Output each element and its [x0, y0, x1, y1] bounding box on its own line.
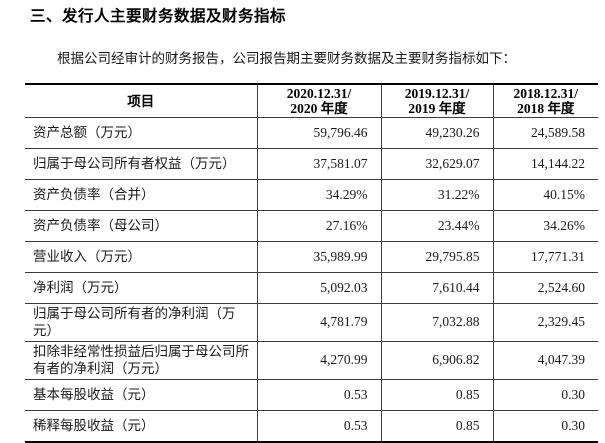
row-value: 37,581.07	[256, 148, 382, 181]
header-row: 项目 2020.12.31/ 2020 年度 2019.12.31/ 2019 …	[25, 83, 598, 119]
row-label: 扣除非经常性损益后归属于母公司所有者的净利润（万元）	[25, 341, 258, 381]
row-value: 27.16%	[256, 210, 382, 243]
period-date-line: 2019.12.31/	[404, 86, 470, 101]
col-header-2018: 2018.12.31/ 2018 年度	[492, 83, 598, 119]
row-label: 资产负债率（母公司）	[25, 210, 258, 243]
row-value: 23.44%	[380, 210, 494, 243]
period-year-line: 2019 年度	[408, 101, 466, 117]
row-label: 营业收入（万元）	[25, 241, 258, 274]
row-value: 49,230.26	[380, 117, 494, 150]
row-value: 34.26%	[492, 210, 598, 243]
col-header-2020: 2020.12.31/ 2020 年度	[256, 83, 382, 119]
section-heading: 三、发行人主要财务数据及财务指标	[30, 7, 287, 25]
col-header-item: 项目	[25, 83, 258, 119]
row-value: 4,270.99	[256, 341, 382, 381]
row-label: 资产负债率（合并）	[25, 179, 258, 212]
row-value: 7,610.44	[380, 272, 494, 305]
row-label: 归属于母公司所有者权益（万元）	[25, 148, 258, 181]
row-value: 24,589.58	[492, 117, 598, 150]
row-label: 资产总额（万元）	[25, 117, 258, 150]
table-row: 资产负债率（母公司） 27.16% 23.44% 34.26%	[25, 210, 598, 243]
row-value: 0.85	[380, 379, 494, 412]
table-row: 资产负债率（合并） 34.29% 31.22% 40.15%	[25, 179, 598, 212]
period-date-line: 2018.12.31/	[513, 86, 578, 101]
row-value: 6,906.82	[380, 341, 494, 381]
table-row: 归属于母公司所有者的净利润（万元） 4,781.79 7,032.88 2,329.4…	[25, 303, 598, 343]
row-value: 14,144.22	[492, 148, 598, 181]
row-value: 34.29%	[256, 179, 382, 212]
row-label: 归属于母公司所有者的净利润（万元）	[25, 303, 258, 343]
row-value: 0.85	[380, 410, 494, 443]
row-value: 5,092.03	[256, 272, 382, 305]
document-page: 三、发行人主要财务数据及财务指标 根据公司经审计的财务报告，公司报告期主要财务数…	[0, 7, 605, 443]
table-row: 资产总额（万元） 59,796.46 49,230.26 24,589.58	[25, 117, 598, 150]
row-label: 稀释每股收益（元）	[25, 410, 258, 443]
col-header-2019: 2019.12.31/ 2019 年度	[380, 83, 494, 119]
row-value: 2,329.45	[492, 303, 598, 343]
row-label: 基本每股收益（元）	[25, 379, 258, 412]
table-row: 营业收入（万元） 35,989.99 29,795.85 17,771.31	[25, 241, 598, 274]
row-value: 7,032.88	[380, 303, 494, 343]
row-value: 0.53	[256, 379, 382, 412]
row-value: 4,047.39	[492, 341, 598, 381]
period-date-line: 2020.12.31/	[286, 86, 352, 101]
row-value: 29,795.85	[380, 241, 494, 274]
table-row: 稀释每股收益（元） 0.53 0.85 0.30	[25, 410, 598, 443]
row-value: 17,771.31	[492, 241, 598, 274]
row-value: 32,629.07	[380, 148, 494, 181]
table-row: 基本每股收益（元） 0.53 0.85 0.30	[25, 379, 598, 412]
row-value: 0.30	[492, 379, 598, 412]
table-row: 扣除非经常性损益后归属于母公司所有者的净利润（万元） 4,270.99 6,906.…	[25, 341, 598, 381]
row-label: 净利润（万元）	[25, 272, 258, 305]
row-value: 0.53	[256, 410, 382, 443]
row-value: 35,989.99	[256, 241, 382, 274]
period-year-line: 2020 年度	[290, 101, 348, 117]
row-value: 2,524.60	[492, 272, 598, 305]
table-row: 归属于母公司所有者权益（万元） 37,581.07 32,629.07 14,144.…	[25, 148, 598, 181]
table-body: 资产总额（万元） 59,796.46 49,230.26 24,589.58 归属于母公…	[25, 117, 598, 443]
row-value: 59,796.46	[256, 117, 382, 150]
row-value: 0.30	[492, 410, 598, 443]
row-value: 40.15%	[492, 179, 598, 212]
intro-paragraph: 根据公司经审计的财务报告，公司报告期主要财务数据及主要财务指标如下：	[57, 50, 516, 66]
period-year-line: 2018 年度	[517, 101, 575, 117]
table-row: 净利润（万元） 5,092.03 7,610.44 2,524.60	[25, 272, 598, 305]
row-value: 31.22%	[380, 179, 494, 212]
financial-table: 项目 2020.12.31/ 2020 年度 2019.12.31/ 2019 …	[25, 83, 598, 443]
row-value: 4,781.79	[256, 303, 382, 343]
